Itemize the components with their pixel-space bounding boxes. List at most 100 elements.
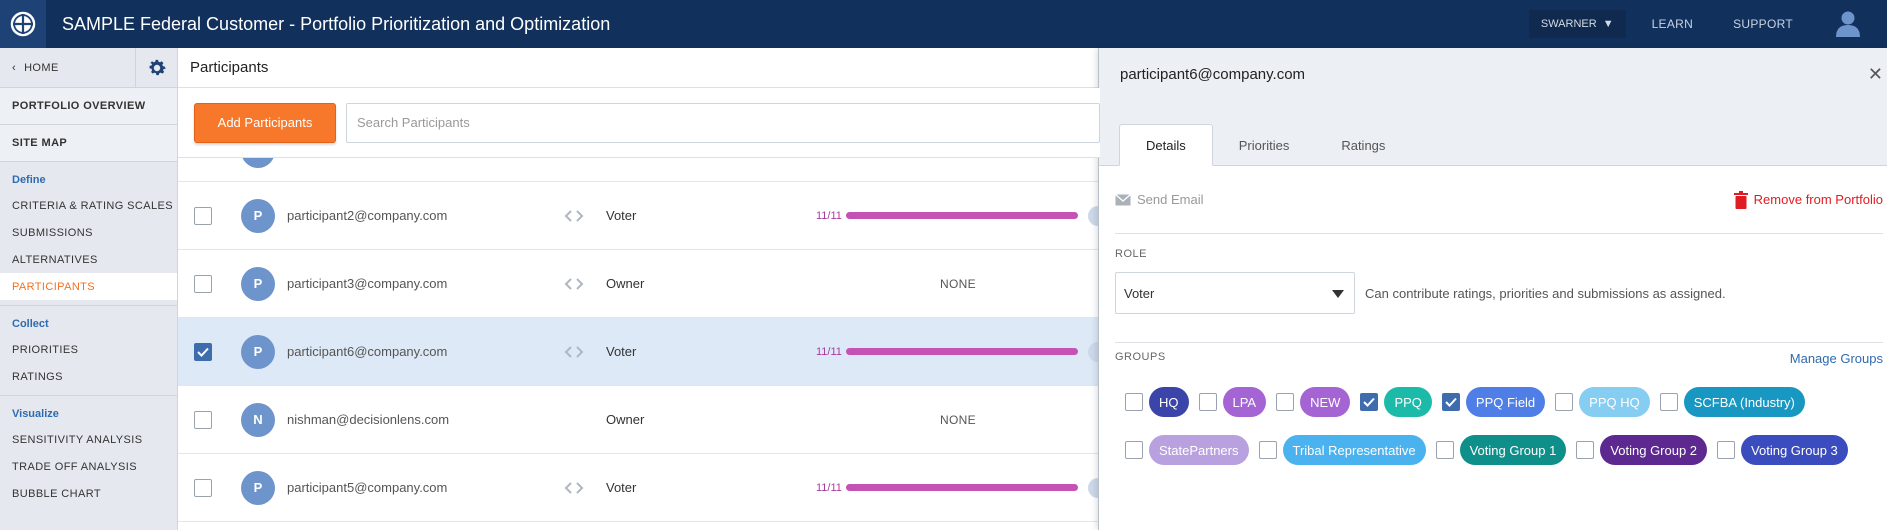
role-select[interactable]: Voter [1115,272,1355,314]
manage-groups-link[interactable]: Manage Groups [1789,351,1883,366]
participant-role: Voter [606,208,637,223]
sidebar-item-site-map[interactable]: SITE MAP [0,125,177,162]
home-button[interactable]: ‹ HOME [0,48,135,87]
sidebar-heading-define: Define [12,174,46,186]
group-pill[interactable]: Voting Group 2 [1600,435,1708,465]
table-row[interactable]: P participant5@company.com Voter 11/11 [178,454,1108,522]
group-item: HQ [1125,378,1189,426]
search-input[interactable] [346,102,1100,143]
sidebar-item-trade-off[interactable]: TRADE OFF ANALYSIS [12,460,137,473]
caret-down-icon: ▼ [1602,18,1614,30]
group-checkbox[interactable] [1258,441,1277,459]
send-email-button[interactable]: Send Email [1115,192,1203,207]
group-item: NEW [1276,378,1351,426]
checkmark-icon [197,347,209,357]
participant-email: participant3@company.com [287,276,448,291]
group-pill[interactable]: Tribal Representative [1282,435,1426,465]
page-title: Participants [178,48,1100,88]
row-checkbox[interactable] [194,478,212,497]
progress-none: NONE [940,412,976,427]
group-checkbox[interactable] [1576,441,1595,459]
sidebar-item-participants[interactable]: PARTICIPANTS [0,273,177,300]
avatar: P [241,266,275,301]
group-item: StatePartners [1125,426,1249,474]
sidebar-item-sensitivity[interactable]: SENSITIVITY ANALYSIS [12,433,143,446]
app-logo-icon[interactable] [0,0,46,48]
group-checkbox[interactable] [1717,441,1736,459]
table-row[interactable]: P participant3@company.com Owner NONE [178,250,1100,318]
swap-icon[interactable] [564,209,584,223]
tab-priorities[interactable]: Priorities [1238,137,1290,153]
swap-icon[interactable] [564,481,584,495]
table-row-partial [178,158,1100,182]
table-row[interactable]: P participant2@company.com Voter 11/11 [178,182,1108,250]
close-icon[interactable]: ✕ [1867,64,1883,84]
group-checkbox[interactable] [1435,441,1454,459]
main-content: Participants Add Participants P particip… [178,48,1108,530]
envelope-icon [1115,193,1131,205]
group-checkbox[interactable] [1125,441,1143,459]
add-participants-button[interactable]: Add Participants [194,102,336,143]
group-pill[interactable]: SCFBA (Industry) [1683,387,1805,417]
sidebar-item-portfolio-overview[interactable]: PORTFOLIO OVERVIEW [0,88,177,125]
row-checkbox-checked[interactable] [194,342,212,361]
group-pill[interactable]: PPQ HQ [1579,387,1650,417]
group-checkbox[interactable] [1125,393,1143,411]
group-checkbox[interactable] [1555,393,1574,411]
sidebar-divider [0,390,177,396]
table-row[interactable]: N nishman@decisionlens.com Owner NONE [178,386,1100,454]
panel-header: participant6@company.com ✕ Details Prior… [1099,48,1887,166]
home-row: ‹ HOME [0,48,177,88]
caret-down-icon [1332,286,1344,301]
remove-from-portfolio-button[interactable]: Remove from Portfolio [1733,190,1883,209]
sidebar-item-criteria[interactable]: CRITERIA & RATING SCALES [12,199,173,212]
support-link[interactable]: SUPPORT [1733,17,1793,31]
group-pill[interactable]: NEW [1300,387,1351,417]
top-bar: SAMPLE Federal Customer - Portfolio Prio… [0,0,1887,48]
swap-icon[interactable] [564,345,584,359]
sidebar-heading-collect: Collect [12,318,49,330]
group-checkbox-checked[interactable] [1360,393,1379,411]
app-title: SAMPLE Federal Customer - Portfolio Prio… [62,13,611,34]
sidebar-item-ratings[interactable]: RATINGS [12,370,63,383]
group-checkbox[interactable] [1659,393,1678,411]
sidebar-item-bubble-chart[interactable]: BUBBLE CHART [12,487,101,500]
group-checkbox-checked[interactable] [1441,393,1460,411]
group-pill[interactable]: Voting Group 3 [1741,435,1848,465]
gear-icon[interactable] [135,48,177,87]
groups-label: GROUPS [1115,351,1166,363]
progress-bar [846,348,1078,355]
participant-role: Owner [606,276,645,291]
learn-link[interactable]: LEARN [1651,17,1694,31]
group-pill[interactable]: Voting Group 1 [1459,435,1567,465]
row-checkbox[interactable] [194,274,212,293]
checkmark-icon [1445,397,1457,407]
role-select-value: Voter [1124,285,1155,301]
table-row-selected[interactable]: P participant6@company.com Voter 11/11 [178,318,1108,386]
user-avatar-icon[interactable] [1833,9,1863,39]
swap-icon[interactable] [564,277,584,291]
group-pill[interactable]: StatePartners [1149,435,1249,465]
user-menu-button[interactable]: SWARNER ▼ [1528,10,1626,38]
tab-details[interactable]: Details [1119,124,1213,166]
sidebar-item-priorities[interactable]: PRIORITIES [12,343,79,356]
sidebar-item-alternatives[interactable]: ALTERNATIVES [12,253,98,266]
sidebar-item-submissions[interactable]: SUBMISSIONS [12,226,93,239]
participant-email: participant2@company.com [287,208,448,223]
group-pill[interactable]: PPQ Field [1465,387,1546,417]
row-checkbox[interactable] [194,410,212,429]
toolbar: Add Participants [178,88,1100,158]
row-checkbox[interactable] [194,206,212,225]
participant-role: Owner [606,412,645,427]
group-item: Voting Group 2 [1576,426,1708,474]
group-pill[interactable]: PPQ [1384,387,1432,417]
group-pill[interactable]: LPA [1222,387,1267,417]
group-item: Voting Group 1 [1435,426,1567,474]
group-checkbox[interactable] [1276,393,1295,411]
groups-header: GROUPS Manage Groups [1115,342,1883,366]
trash-icon [1733,190,1748,209]
tab-ratings[interactable]: Ratings [1341,137,1386,153]
group-pill[interactable]: HQ [1149,387,1189,417]
panel-title: participant6@company.com [1120,66,1306,83]
group-checkbox[interactable] [1198,393,1217,411]
